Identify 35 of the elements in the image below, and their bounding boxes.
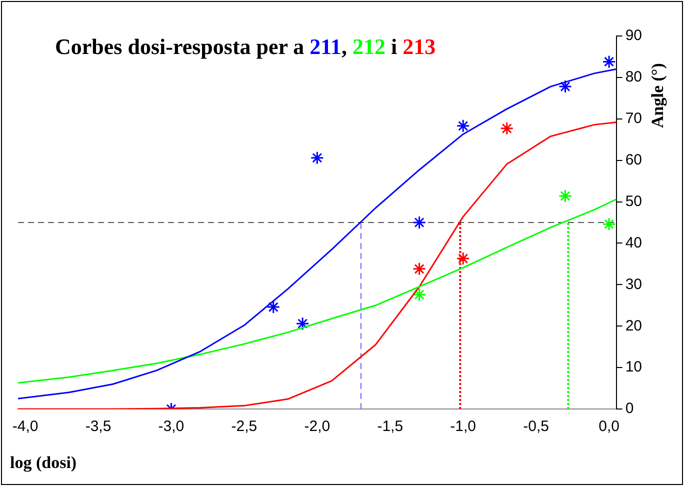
y-tick-label: 10 bbox=[625, 358, 642, 376]
point bbox=[310, 151, 324, 165]
y-tick-label: 20 bbox=[625, 317, 642, 334]
y-tick-label: 50 bbox=[625, 192, 642, 210]
y-axis-title: Angle (°) bbox=[648, 63, 668, 128]
x-tick-label: -1,0 bbox=[450, 418, 476, 436]
point bbox=[500, 122, 514, 136]
x-tick-label: -2,0 bbox=[304, 418, 330, 436]
point bbox=[558, 80, 572, 94]
point bbox=[296, 316, 310, 330]
x-tick-label: -3,5 bbox=[85, 418, 112, 436]
x-tick-label: -4,0 bbox=[12, 418, 38, 436]
y-tick-label: 60 bbox=[625, 151, 642, 168]
y-tick-label: 40 bbox=[625, 234, 642, 252]
y-tick-label: 90 bbox=[625, 27, 642, 44]
y-tick-label: 70 bbox=[625, 110, 642, 128]
x-tick-label: -0,5 bbox=[523, 418, 549, 436]
point bbox=[412, 216, 426, 230]
x-tick-label: -1,5 bbox=[377, 418, 404, 436]
x-axis-title: log (dosi) bbox=[10, 453, 77, 473]
point bbox=[456, 252, 470, 266]
point bbox=[456, 119, 470, 133]
point bbox=[412, 262, 426, 276]
point bbox=[266, 300, 280, 314]
x-tick-label: -2,5 bbox=[231, 418, 258, 436]
y-tick-label: 0 bbox=[625, 400, 634, 418]
point bbox=[602, 54, 616, 68]
point bbox=[602, 217, 616, 231]
point bbox=[412, 288, 426, 302]
point bbox=[558, 189, 572, 203]
x-tick-label: -3,0 bbox=[158, 418, 184, 436]
y-tick-label: 30 bbox=[625, 276, 642, 293]
x-tick-label: 0,0 bbox=[598, 418, 620, 436]
chart-title: Corbes dosi-resposta per a 211, 212 i 213 bbox=[55, 34, 436, 60]
y-tick-label: 80 bbox=[625, 68, 642, 86]
